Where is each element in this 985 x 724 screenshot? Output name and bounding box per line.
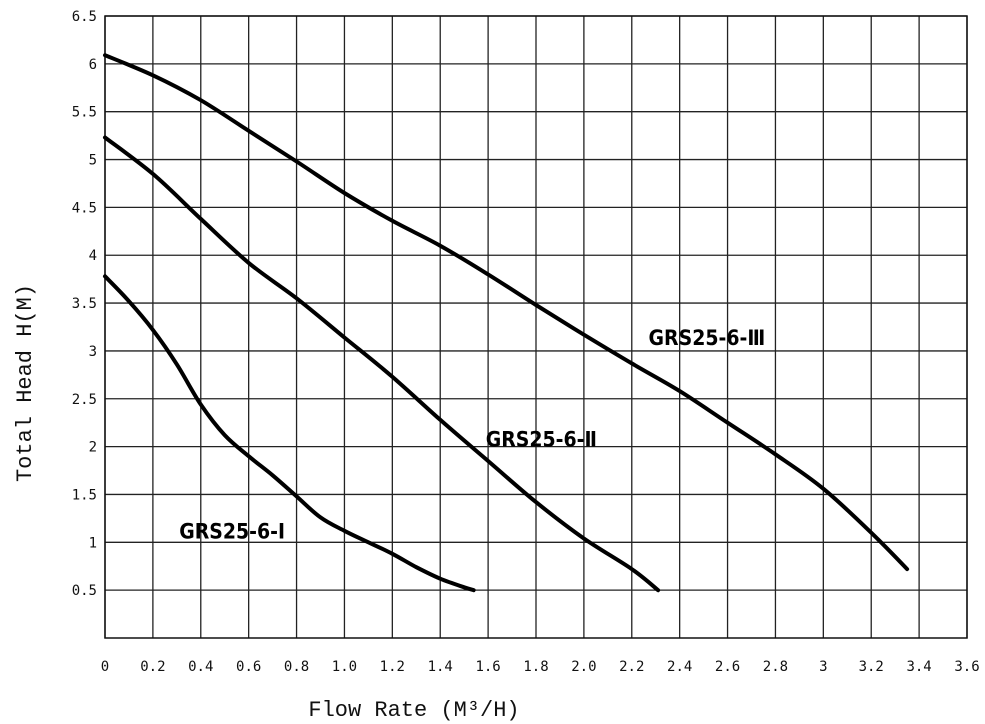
y-tick-label: 5.5 [72,105,97,121]
y-tick-label: 3 [89,344,97,360]
curve-series-2 [103,135,661,593]
y-tick-label: 4 [89,248,97,264]
y-tick-label: 1.5 [72,487,97,503]
plot-frame [104,15,968,639]
x-tick-label: 0.2 [140,659,165,675]
x-tick-label: 1.2 [380,659,405,675]
curve-label-series-2: GRS25-6-Ⅱ [486,428,597,452]
y-tick-labels: 0.5 1 1.5 2 2.5 3 3.5 4 4.5 5 5.5 6 6.5 [72,9,97,599]
x-tick-label: 1.8 [523,659,548,675]
curve-label-series-1: GRS25-6-Ⅰ [179,519,285,543]
y-tick-label: 0.5 [72,583,97,599]
y-tick-label: 2.5 [72,392,97,408]
x-tick-label: 1.4 [428,659,453,675]
y-tick-label: 5 [89,153,97,169]
x-tick-label: 2.2 [619,659,644,675]
x-tick-label: 2.4 [667,659,692,675]
x-tick-label: 3.4 [906,659,931,675]
x-tick-label: 0.4 [188,659,213,675]
x-tick-label: 2.6 [715,659,740,675]
curve-labels: GRS25-6-Ⅰ GRS25-6-Ⅱ GRS25-6-Ⅲ [179,326,765,543]
x-tick-label: 0.6 [236,659,261,675]
x-tick-label: 3.6 [954,659,979,675]
x-tick-label: 2.8 [763,659,788,675]
y-tick-label: 1 [89,535,97,551]
x-axis-title: Flow Rate (M³/H) [308,698,519,723]
x-tick-label: 1.6 [475,659,500,675]
x-tick-label: 3 [819,659,827,675]
x-tick-label: 0 [101,659,109,675]
x-tick-labels: 0 0.2 0.4 0.6 0.8 1.0 1.2 1.4 1.6 1.8 2.0 2.2 2.4 2.6… [101,659,980,675]
grid [104,15,968,638]
y-tick-label: 6.5 [72,9,97,25]
curve-series-1 [103,274,476,593]
curve-series-3 [103,53,910,572]
x-tick-label: 1.0 [332,659,357,675]
y-tick-label: 2 [89,440,97,456]
y-tick-label: 4.5 [72,200,97,216]
curve-label-series-3: GRS25-6-Ⅲ [649,326,766,350]
curves [103,53,910,593]
x-tick-label: 0.8 [284,659,309,675]
y-axis-title: Total Head H(M) [13,284,38,482]
y-tick-label: 3.5 [72,296,97,312]
y-tick-label: 6 [89,57,97,73]
x-tick-label: 3.2 [859,659,884,675]
x-tick-label: 2.0 [571,659,596,675]
